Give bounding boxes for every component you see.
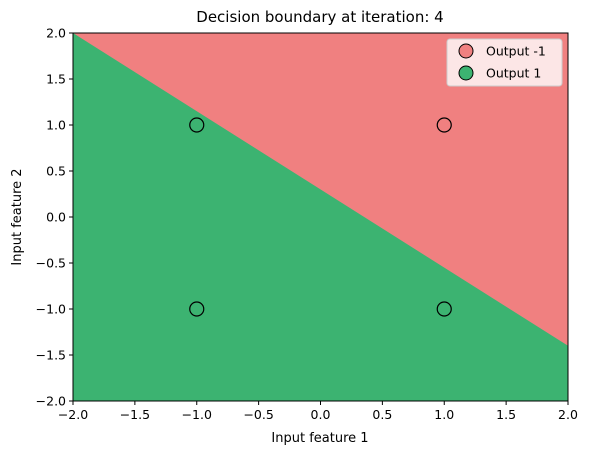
data-point-2 xyxy=(436,117,452,133)
x-tick-label: 0.5 xyxy=(372,407,392,422)
y-tick-label: 1.0 xyxy=(46,118,66,133)
y-tick-label: 2.0 xyxy=(46,26,66,41)
axis-ticks: −2.0 −1.5 −1.0 −0.5 0.0 0.5 1.0 1.5 2.0 −2.0 −1.5 −… xyxy=(36,26,578,423)
x-tick-label: 2.0 xyxy=(558,407,578,422)
data-point-3 xyxy=(189,301,205,317)
y-tick-label: −1.5 xyxy=(36,348,66,363)
x-tick-label: 1.5 xyxy=(496,407,516,422)
y-tick-label: 0.5 xyxy=(46,164,66,179)
y-tick-label: −1.0 xyxy=(36,302,66,317)
legend-label: Output 1 xyxy=(486,66,541,81)
legend-marker xyxy=(458,43,474,59)
x-tick-label: −0.5 xyxy=(243,407,273,422)
plot-area xyxy=(72,32,569,402)
region-output-1 xyxy=(73,33,568,401)
legend: Output -1 Output 1 xyxy=(446,38,563,87)
y-tick-label: −2.0 xyxy=(36,394,66,409)
y-tick-label: 1.5 xyxy=(46,72,66,87)
legend-box xyxy=(446,38,563,87)
x-axis-label: Input feature 1 xyxy=(271,431,368,446)
x-tick-label: 0.0 xyxy=(311,407,331,422)
x-tick-label: 1.0 xyxy=(434,407,454,422)
x-tick-label: −2.0 xyxy=(58,407,88,422)
legend-marker xyxy=(458,65,474,81)
x-tick-label: −1.0 xyxy=(182,407,212,422)
x-tick-label: −1.5 xyxy=(120,407,150,422)
chart-title: Decision boundary at iteration: 4 xyxy=(196,8,443,26)
y-tick-label: −0.5 xyxy=(36,256,66,271)
data-point-1 xyxy=(189,117,205,133)
data-point-4 xyxy=(436,301,452,317)
y-axis-label: Input feature 2 xyxy=(10,168,25,265)
y-tick-label: 0.0 xyxy=(46,210,66,225)
legend-label: Output -1 xyxy=(486,44,546,59)
